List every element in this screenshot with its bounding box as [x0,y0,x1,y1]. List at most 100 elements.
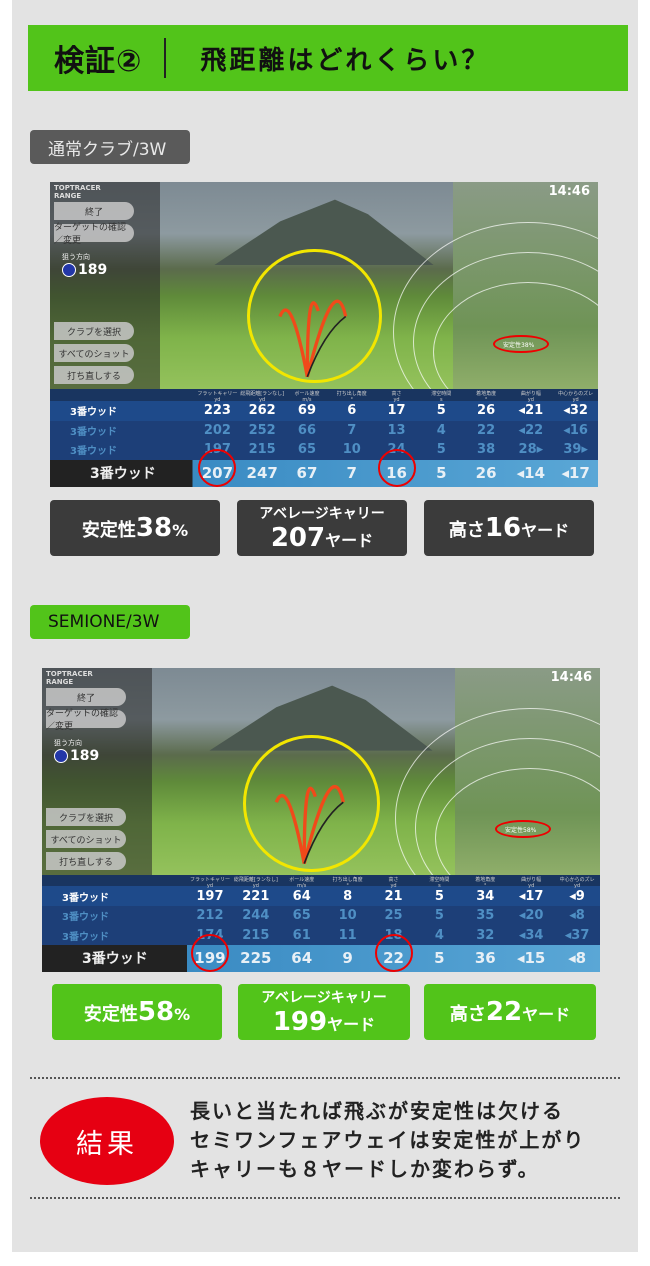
table-cell: 8 [343,888,353,904]
column-header: 着地角度 ° [475,876,496,889]
clock: 14:46 [548,184,590,199]
table-cell: ◂22 [518,422,544,438]
table-cell: 32 [476,927,495,943]
menu-button[interactable]: すべてのショット [54,344,134,362]
average-cell: 225 [240,949,272,968]
table-cell: 22 [477,422,496,438]
table-cell: 34 [476,888,495,904]
column-header: 滞空時間 s [431,391,452,404]
average-cell: 5 [436,464,447,483]
section-label: SEMIONE/3W [30,605,190,639]
menu-button[interactable]: 終了 [46,688,126,706]
table-cell: 65 [297,442,316,458]
table-cell: ◂8 [569,908,585,924]
shot-trajectories [274,785,345,865]
table-cell: 69 [297,403,316,419]
column-header: フラットキャリー yd [197,391,238,404]
column-header: 高さ yd [391,391,402,404]
table-row[interactable]: 3番ウッド 197 215 65 10 24 5 38 28▸ 39▸ [50,440,598,460]
shot-data-table: フラットキャリー yd 総飛距離[ランなし] yd ボール速度 m/s 打ち出し角度 ° 高さ y… [50,389,598,487]
table-row[interactable]: 3番ウッド 223 262 69 6 17 5 26 ◂21 ◂32 [50,401,598,421]
aim-label: 狙う方向 [62,253,90,261]
table-cell: 197 [196,888,224,904]
menu-button[interactable]: 打ち直しする [46,852,126,870]
column-header: 打ち出し角度 ° [336,391,367,404]
menu-button[interactable]: ターゲットの確認／変更 [46,709,126,732]
column-header: 着地角度 ° [476,391,497,404]
result-line: キャリーも８ヤードしか変わらず。 [190,1157,540,1181]
menu-button[interactable]: 終了 [54,202,134,220]
highlight-circle [242,734,380,872]
table-cell: 17 [387,403,406,419]
target-icon [54,749,68,763]
average-cell: ◂8 [568,949,587,968]
average-cell: 5 [434,949,445,968]
stat-box: アベレージキャリー 207ヤード [237,500,407,556]
menu-button[interactable]: すべてのショット [46,830,126,848]
table-cell: 28▸ [518,442,544,458]
table-cell: ◂20 [518,908,544,924]
table-header: フラットキャリー yd 総飛距離[ランなし] yd ボール速度 m/s 打ち出し角度 ° 高さ y… [42,874,600,889]
average-cell: 36 [474,949,496,968]
average-cell: ◂15 [516,949,546,968]
target-icon [62,263,76,277]
column-header: 打ち出し角度 ° [332,876,363,889]
stat-box: 安定性38% [50,500,220,556]
divider [164,38,167,78]
result-badge: 結果 [40,1097,174,1185]
table-cell: 4 [434,927,444,943]
table-cell: 66 [297,422,316,438]
table-cell: 5 [436,403,446,419]
table-cell: ◂21 [518,403,544,419]
aim-direction: 189 [62,262,107,278]
table-cell: 35 [476,908,495,924]
table-cell: 215 [248,442,276,458]
table-cell: 25 [384,908,403,924]
menu-button[interactable]: クラブを選択 [46,808,126,826]
section-label: 通常クラブ/3W [30,130,190,164]
table-cell: 5 [436,442,446,458]
result-line: 長いと当たれば飛ぶが安定性は欠ける [190,1099,564,1123]
table-cell: 39▸ [563,442,588,458]
stat-box: 安定性58% [52,984,222,1040]
average-cell: 9 [342,949,353,968]
table-cell: ◂17 [518,888,544,904]
menu-button[interactable]: ターゲットの確認／変更 [54,223,134,246]
toptracer-logo: TOPTRACER RANGE [46,670,93,686]
column-header: フラットキャリー yd [189,876,230,889]
menu-button[interactable]: クラブを選択 [54,322,134,340]
dispersion-map: 14:46 安定性58% [395,668,600,928]
column-header: 総飛距離[ランなし] yd [233,876,278,889]
table-cell: ◂34 [518,927,544,943]
simulator-screenshot: TOPTRACER RANGE 終了ターゲットの確認／変更クラブを選択 すべてのショ… [42,668,600,972]
average-cell: ◂17 [561,464,590,483]
table-row[interactable]: 3番ウッド 197 221 64 8 21 5 34 ◂17 ◂9 [42,886,600,906]
table-row[interactable]: 3番ウッド 174 215 61 11 18 4 32 ◂34 ◂37 [42,925,600,945]
stability-highlight [495,820,551,838]
table-cell: 215 [242,927,270,943]
average-cell: 64 [291,949,313,968]
stat-box: 高さ16ヤード [424,500,594,556]
column-header: 総飛距離[ランなし] yd [240,391,285,404]
stat-box: 高さ22ヤード [424,984,596,1040]
table-row[interactable]: 3番ウッド 202 252 66 7 13 4 22 ◂22 ◂16 [50,420,598,441]
table-cell: 6 [347,403,357,419]
table-row[interactable]: 3番ウッド 212 244 65 10 25 5 35 ◂20 ◂8 [42,905,600,926]
column-header: ボール速度 m/s [294,391,320,404]
table-header: フラットキャリー yd 総飛距離[ランなし] yd ボール速度 m/s 打ち出し角度 ° 高さ y… [50,389,598,404]
value-highlight-circle [374,934,413,972]
average-cell: ◂14 [516,464,546,483]
column-header: 滞空時間 s [429,876,450,889]
table-cell: 4 [436,422,446,438]
table-cell: 65 [292,908,311,924]
stability-highlight [493,334,549,353]
table-cell: 64 [292,888,311,904]
column-header: ボール速度 m/s [289,876,315,889]
table-cell: 11 [338,927,357,943]
table-cell: 26 [477,403,496,419]
menu-button[interactable]: 打ち直しする [54,366,134,384]
average-row: 3番ウッド 199 225 64 9 22 5 36 ◂15 ◂8 [42,944,600,972]
value-highlight-circle [377,449,416,487]
average-row: 3番ウッド 207 247 67 7 16 5 26 ◂14 ◂17 [50,459,598,487]
table-cell: 221 [242,888,270,904]
